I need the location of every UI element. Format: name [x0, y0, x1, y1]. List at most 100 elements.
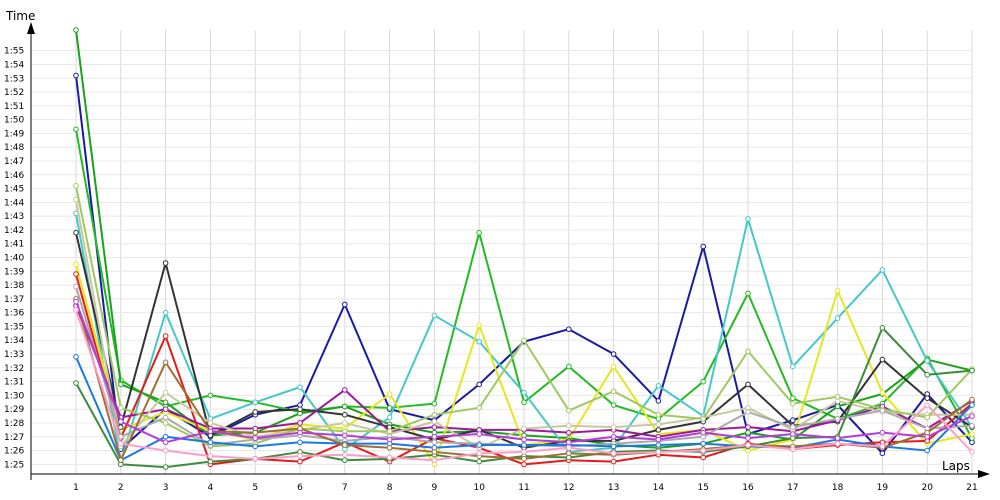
data-point [297, 384, 303, 390]
y-tick-label: 1:33 [4, 350, 24, 360]
data-point [118, 405, 124, 411]
data-point [610, 433, 617, 440]
y-tick-label: 1:35 [4, 322, 24, 332]
data-point [297, 429, 303, 436]
data-point [252, 456, 258, 462]
x-axis-title: Laps [942, 459, 970, 473]
data-point [566, 326, 572, 333]
x-tick-label: 17 [787, 483, 798, 493]
y-tick-label: 1:45 [4, 185, 24, 195]
y-tick-label: 1:54 [4, 60, 24, 70]
x-tick-label: 7 [342, 483, 348, 493]
data-point [879, 356, 886, 363]
data-point [790, 431, 796, 437]
y-tick-label: 1:39 [4, 267, 24, 277]
data-point [73, 27, 79, 33]
series-lines [73, 27, 975, 470]
data-point [566, 407, 572, 414]
data-point [521, 456, 527, 462]
data-point [476, 381, 483, 388]
y-tick-label: 1:30 [4, 391, 24, 401]
data-point [655, 449, 662, 455]
data-point [342, 432, 348, 439]
x-tick-label: 9 [432, 483, 438, 493]
data-point [386, 414, 393, 421]
data-point [476, 450, 483, 457]
data-point [431, 411, 438, 418]
y-tick-label: 1:47 [4, 157, 24, 167]
data-point [476, 229, 483, 236]
data-point [73, 229, 79, 236]
data-point [879, 407, 886, 414]
data-point [162, 433, 169, 440]
y-tick-label: 1:42 [4, 226, 24, 236]
data-point [431, 312, 438, 319]
axes [27, 22, 990, 480]
data-point [521, 461, 527, 468]
data-point [834, 440, 841, 447]
data-point [73, 298, 79, 305]
data-point [700, 440, 707, 447]
data-point [162, 447, 169, 454]
data-point [834, 416, 841, 422]
data-point [386, 454, 393, 461]
data-point [162, 389, 169, 396]
y-tick-label: 1:32 [4, 364, 24, 374]
data-point [969, 413, 975, 419]
data-point [879, 267, 886, 273]
data-point [655, 411, 662, 418]
data-point [207, 420, 214, 426]
series-15 [73, 298, 975, 446]
x-tick-label: 14 [653, 483, 665, 493]
data-point [73, 307, 79, 313]
data-point [521, 436, 527, 443]
y-tick-label: 1:29 [4, 405, 24, 415]
data-point [73, 353, 79, 360]
data-point [162, 359, 169, 366]
data-point [924, 433, 931, 440]
data-point [521, 337, 527, 344]
data-point [73, 271, 79, 277]
data-point [162, 260, 169, 266]
x-tick-label: 5 [252, 483, 258, 493]
x-tick-label: 11 [518, 483, 529, 493]
data-point [700, 429, 707, 436]
data-point [342, 403, 348, 410]
data-point [521, 425, 527, 432]
y-axis-arrow [27, 22, 35, 34]
y-tick-label: 1:36 [4, 309, 24, 319]
data-point [386, 405, 393, 411]
data-point [566, 445, 572, 451]
data-point [610, 388, 617, 395]
data-point [745, 429, 751, 436]
data-point [342, 387, 348, 393]
y-tick-label: 1:25 [4, 460, 24, 470]
data-point [790, 417, 796, 424]
data-point [252, 429, 258, 436]
data-point [342, 301, 348, 308]
data-point [73, 72, 79, 79]
data-point [118, 457, 124, 464]
data-point [118, 381, 124, 388]
data-point [969, 396, 975, 403]
y-tick-label: 1:44 [4, 198, 24, 208]
data-point [879, 389, 886, 396]
data-point [924, 371, 931, 378]
data-point [969, 422, 975, 429]
data-point [342, 442, 348, 448]
data-point [610, 450, 617, 457]
data-point [790, 395, 796, 401]
y-tick-label: 1:46 [4, 171, 24, 181]
data-point [476, 322, 483, 328]
data-point [386, 391, 393, 397]
data-point [790, 424, 796, 430]
data-point [476, 431, 483, 437]
x-tick-label: 13 [608, 483, 619, 493]
y-tick-label: 1:52 [4, 88, 24, 98]
data-point [386, 436, 393, 443]
data-point [476, 442, 483, 448]
data-point [207, 428, 214, 435]
y-tick-label: 1:37 [4, 295, 24, 305]
data-point [745, 442, 751, 448]
data-point [431, 433, 438, 440]
